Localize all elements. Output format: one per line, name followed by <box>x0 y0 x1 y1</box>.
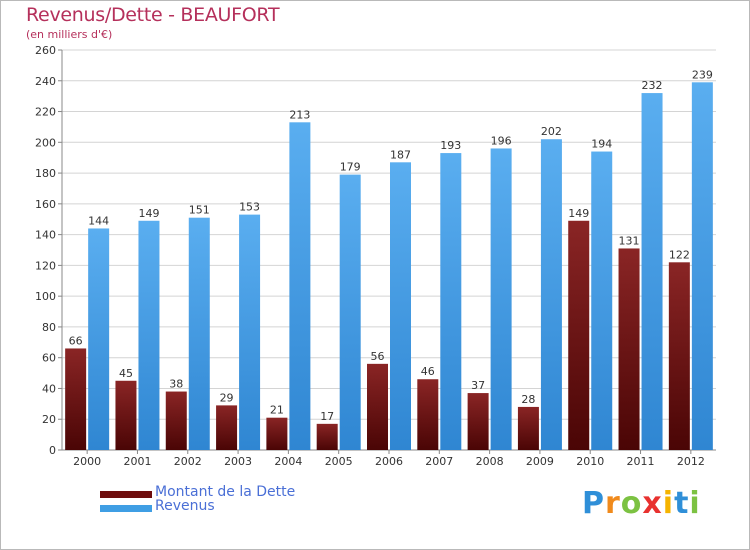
y-tick-label: 120 <box>35 259 56 272</box>
bar-dette <box>517 406 539 450</box>
data-label-revenus: 153 <box>239 201 260 214</box>
data-label-revenus: 202 <box>541 125 562 138</box>
data-label-revenus: 144 <box>88 214 109 227</box>
y-tick-label: 100 <box>35 290 56 303</box>
data-label-revenus: 193 <box>440 139 461 152</box>
bar-dette <box>316 423 338 450</box>
y-tick-label: 60 <box>42 352 56 365</box>
y-tick-label: 0 <box>49 444 56 457</box>
x-tick-label: 2009 <box>526 455 554 468</box>
x-tick-label: 2010 <box>576 455 604 468</box>
bar-dette <box>165 391 187 450</box>
x-tick-label: 2011 <box>627 455 655 468</box>
data-label-revenus: 151 <box>189 204 210 217</box>
bar-revenus <box>88 228 110 450</box>
x-tick-label: 2001 <box>123 455 151 468</box>
bar-dette <box>266 417 288 450</box>
legend-swatch-revenus <box>100 505 152 512</box>
data-label-dette: 66 <box>69 334 83 347</box>
bar-dette <box>568 220 590 450</box>
data-label-dette: 46 <box>421 365 435 378</box>
data-label-revenus: 149 <box>138 207 159 220</box>
data-label-revenus: 213 <box>289 108 310 121</box>
bar-dette <box>115 380 137 450</box>
x-tick-label: 2006 <box>375 455 403 468</box>
bar-dette <box>668 262 690 450</box>
data-label-revenus: 196 <box>491 134 512 147</box>
bar-revenus <box>641 93 663 451</box>
y-tick-label: 260 <box>35 44 56 57</box>
x-tick-label: 2000 <box>73 455 101 468</box>
logo-letter: x <box>642 486 663 521</box>
chart-title: Revenus/Dette - BEAUFORT <box>26 4 280 26</box>
logo-letter: t <box>674 486 690 521</box>
y-tick-label: 40 <box>42 382 56 395</box>
data-label-dette: 17 <box>320 410 334 423</box>
chart-subtitle: (en milliers d'€) <box>26 28 113 41</box>
bar-dette <box>467 393 489 450</box>
x-tick-label: 2007 <box>425 455 453 468</box>
data-label-dette: 131 <box>619 234 640 247</box>
bar-dette <box>618 248 640 450</box>
plot-area <box>62 50 716 450</box>
legend-label-revenus: Revenus <box>155 498 215 514</box>
data-label-dette: 21 <box>270 404 284 417</box>
bar-revenus <box>390 162 411 451</box>
data-label-dette: 37 <box>471 379 485 392</box>
bar-revenus <box>490 148 512 450</box>
x-tick-label: 2003 <box>224 455 252 468</box>
x-tick-label: 2012 <box>677 455 705 468</box>
data-label-revenus: 194 <box>591 138 612 151</box>
bar-dette <box>367 363 388 450</box>
data-label-dette: 149 <box>568 207 589 220</box>
x-tick-label: 2008 <box>476 455 504 468</box>
bar-revenus <box>339 174 361 450</box>
bar-revenus <box>138 220 160 450</box>
bar-revenus <box>591 151 613 451</box>
x-tick-label: 2004 <box>274 455 302 468</box>
data-label-revenus: 239 <box>692 68 713 81</box>
y-tick-label: 180 <box>35 167 56 180</box>
proxiti-logo: Proxiti <box>582 486 701 521</box>
data-label-revenus: 179 <box>340 161 361 174</box>
data-label-revenus: 187 <box>390 148 411 161</box>
bar-revenus <box>289 122 311 451</box>
bar-dette <box>216 405 238 450</box>
data-label-dette: 45 <box>119 367 133 380</box>
y-tick-label: 160 <box>35 198 56 211</box>
bar-revenus <box>188 217 210 450</box>
x-tick-label: 2002 <box>174 455 202 468</box>
logo-letter: i <box>689 486 701 521</box>
bar-revenus <box>540 139 562 450</box>
logo-letter: r <box>605 486 621 521</box>
y-tick-label: 140 <box>35 229 56 242</box>
logo-letter: P <box>582 486 605 521</box>
data-label-dette: 28 <box>521 393 535 406</box>
bar-dette <box>65 348 87 450</box>
bar-dette <box>417 379 439 450</box>
y-tick-label: 80 <box>42 321 56 334</box>
legend-label-dette: Montant de la Dette <box>155 484 296 500</box>
data-label-dette: 122 <box>669 248 690 261</box>
data-label-revenus: 232 <box>642 79 663 92</box>
bar-revenus <box>691 82 713 451</box>
bar-revenus <box>239 214 261 450</box>
data-label-dette: 56 <box>371 350 385 363</box>
logo-letter: i <box>662 486 675 521</box>
y-tick-label: 240 <box>35 75 56 88</box>
y-tick-label: 220 <box>35 106 56 119</box>
y-tick-label: 200 <box>35 136 56 149</box>
x-tick-label: 2005 <box>325 455 353 468</box>
bar-revenus <box>440 153 462 451</box>
data-label-dette: 29 <box>220 391 234 404</box>
legend-swatch-dette <box>100 491 152 498</box>
data-label-dette: 38 <box>169 378 183 391</box>
y-tick-label: 20 <box>42 413 56 426</box>
logo-letter: o <box>620 486 643 521</box>
